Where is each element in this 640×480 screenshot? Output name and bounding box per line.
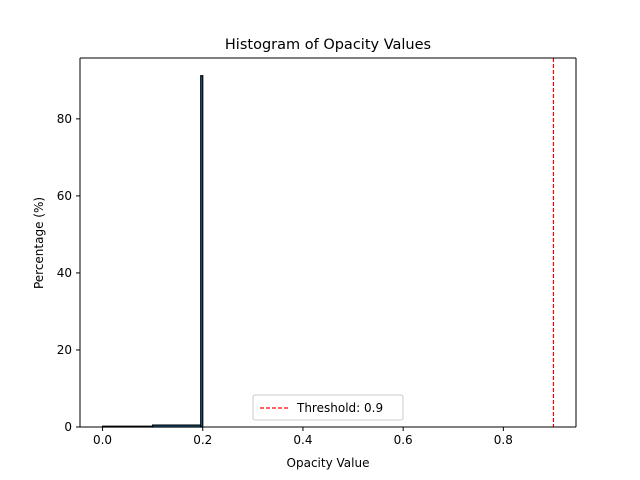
x-ticks: 0.0 0.2 0.4 0.6 0.8	[93, 427, 513, 447]
y-tick-label: 40	[57, 266, 72, 280]
x-tick-label: 0.8	[494, 433, 513, 447]
x-tick-label: 0.0	[93, 433, 112, 447]
y-tick-label: 20	[57, 343, 72, 357]
x-tick-label: 0.6	[394, 433, 413, 447]
x-tick-label: 0.2	[193, 433, 212, 447]
axes-frame	[79, 57, 577, 428]
histogram-bar	[200, 75, 204, 428]
histogram-bars	[101, 75, 204, 428]
x-axis-label: Opacity Value	[287, 456, 370, 470]
legend-box	[252, 394, 404, 421]
legend: Threshold: 0.9	[252, 394, 404, 421]
chart-title: Histogram of Opacity Values	[225, 37, 431, 53]
y-ticks: 0 20 40 60 80	[57, 112, 80, 434]
y-axis-label: Percentage (%)	[32, 197, 46, 289]
y-tick-label: 80	[57, 112, 72, 126]
legend-threshold-label: Threshold: 0.9	[296, 401, 383, 415]
y-tick-label: 60	[57, 189, 72, 203]
x-tick-label: 0.4	[293, 433, 312, 447]
y-tick-label: 0	[64, 420, 72, 434]
